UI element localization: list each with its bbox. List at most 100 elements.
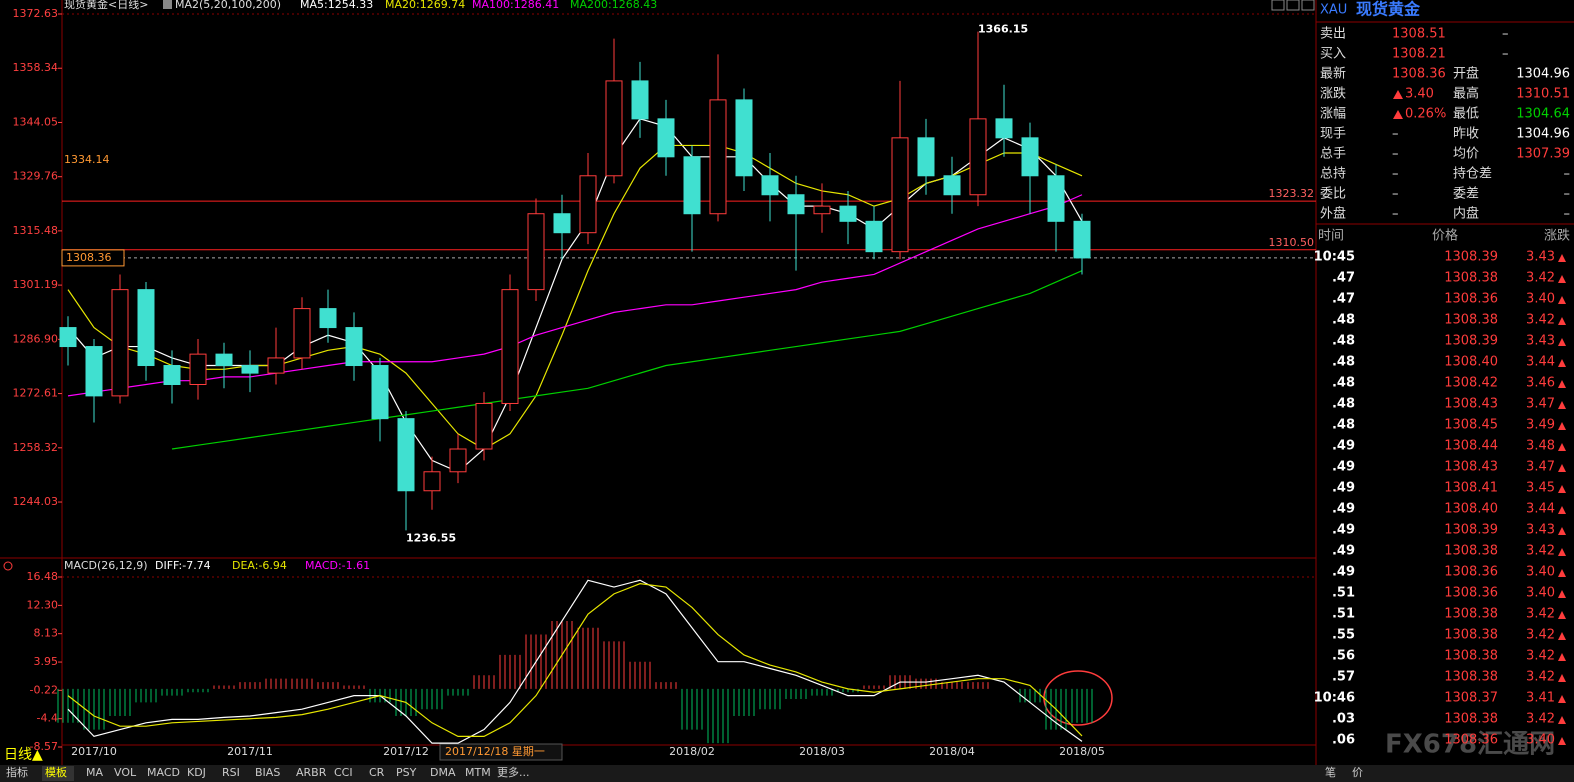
window-button[interactable] <box>1286 0 1300 11</box>
y-tick-label: -8.57 <box>30 740 58 753</box>
up-arrow <box>1558 674 1566 682</box>
ma20-label: MA20:1269.74 <box>385 0 465 11</box>
tick-time: .55 <box>1332 628 1355 643</box>
tick-change: 3.46 <box>1526 376 1555 391</box>
y-tick-label: 1329.76 <box>13 170 59 183</box>
candle-body <box>527 213 545 291</box>
tick-change: 3.42 <box>1526 649 1555 664</box>
toolbar-tab[interactable]: MTM <box>465 766 491 779</box>
toolbar-tab[interactable]: 指标 <box>6 765 28 779</box>
up-arrow <box>1558 422 1566 430</box>
tick-change: 3.42 <box>1526 670 1555 685</box>
candle-body <box>865 220 883 253</box>
last-price-box <box>61 249 125 267</box>
tick-price: 1308.43 <box>1444 397 1498 412</box>
candle-body <box>735 99 753 177</box>
y-tick-label: 1272.61 <box>13 387 59 400</box>
candle-body <box>267 357 285 374</box>
candle-body <box>137 289 155 367</box>
quote-label: 最低 <box>1453 107 1479 122</box>
toolbar-tab[interactable]: VOL <box>114 766 137 779</box>
toolbar-tab[interactable]: MACD <box>147 766 180 779</box>
tick-time: .48 <box>1332 313 1355 328</box>
quote-value: – <box>1502 47 1509 62</box>
candle-body <box>475 402 493 450</box>
candle-body <box>345 327 363 367</box>
y-tick-label: 1258.32 <box>13 441 59 454</box>
toolbar-tab[interactable]: RSI <box>222 766 240 779</box>
toolbar-tab-active <box>42 766 74 781</box>
candle-body <box>163 365 181 385</box>
tick-time: .51 <box>1332 607 1355 622</box>
quote-value: – <box>1392 207 1399 222</box>
toolbar-tab[interactable]: KDJ <box>187 766 206 779</box>
up-arrow <box>1558 464 1566 472</box>
period-label[interactable]: 日线▲ <box>4 747 43 763</box>
tick-change: 3.42 <box>1526 313 1555 328</box>
symbol-label: 现货黄金<日线> <box>64 0 148 11</box>
quote-value: 1308.21 <box>1392 47 1446 62</box>
window-button[interactable] <box>1271 0 1285 11</box>
macd-line <box>67 579 1083 744</box>
toolbar-tab[interactable]: CCI <box>334 766 353 779</box>
x-tick-label: 2017/12 <box>383 745 429 758</box>
tick-change: 3.42 <box>1526 544 1555 559</box>
up-arrow <box>1558 611 1566 619</box>
cursor-date-box <box>439 743 563 761</box>
candle-body <box>683 156 701 215</box>
candle-body <box>943 175 961 196</box>
watermark: FX678汇通网 <box>1385 730 1555 760</box>
candle-body <box>553 213 571 234</box>
ma5-label: MA5:1254.33 <box>300 0 373 11</box>
footer-tab[interactable]: 价 <box>1352 766 1363 779</box>
tick-time: .06 <box>1332 733 1355 748</box>
tick-change: 3.47 <box>1526 460 1555 475</box>
candle-body <box>605 80 623 177</box>
candle-body <box>1021 137 1039 177</box>
candle-body <box>111 289 129 397</box>
up-arrow <box>1558 485 1566 493</box>
x-tick-label: 2018/04 <box>929 745 975 758</box>
candle-body <box>215 353 233 367</box>
toolbar-tab[interactable]: DMA <box>430 766 456 779</box>
toolbar-tab[interactable]: MA <box>86 766 103 779</box>
quote-value: – <box>1392 187 1399 202</box>
quote-code: XAU <box>1320 3 1347 18</box>
ma-icon <box>163 0 172 9</box>
candle-body <box>319 308 337 329</box>
macd-set: MACD(26,12,9) <box>64 559 148 572</box>
toolbar-tab[interactable]: CR <box>369 766 385 779</box>
toolbar-tab[interactable]: 模板 <box>45 765 67 779</box>
candle-body <box>787 194 805 215</box>
toolbar-tab[interactable]: BIAS <box>255 766 280 779</box>
macd-label: MACD:-1.61 <box>305 559 370 572</box>
y-tick-label: 8.13 <box>34 627 59 640</box>
up-arrow <box>1558 695 1566 703</box>
x-tick-label: 2018/02 <box>669 745 715 758</box>
y-tick-label: 1358.34 <box>13 61 59 74</box>
quote-value: – <box>1392 167 1399 182</box>
window-button[interactable] <box>1301 0 1315 11</box>
quote-value: 1307.39 <box>1516 147 1570 162</box>
candle-body <box>371 365 389 420</box>
toolbar-tab[interactable]: PSY <box>396 766 417 779</box>
tick-change: 3.40 <box>1526 733 1555 748</box>
tick-time: .47 <box>1332 292 1355 307</box>
cursor-price: 1334.14 <box>64 153 110 166</box>
quote-value: 0.26% <box>1405 107 1446 122</box>
toolbar-tab[interactable]: ARBR <box>296 766 327 779</box>
y-tick-label: 1301.19 <box>13 278 59 291</box>
up-arrow <box>1558 632 1566 640</box>
tick-change: 3.40 <box>1526 292 1555 307</box>
quote-label: 涨幅 <box>1320 107 1346 122</box>
quote-panel: XAU 现货黄金 卖出 1308.51 – 买入 1308.21 – 最新 1308.36 开盘… <box>1314 0 1574 748</box>
toolbar-tab[interactable]: 更多... <box>497 765 530 779</box>
tick-price: 1308.41 <box>1444 481 1498 496</box>
pane-icon[interactable] <box>3 561 13 571</box>
toolbar <box>0 765 1574 782</box>
quote-label: 均价 <box>1453 147 1479 162</box>
footer-tab[interactable]: 笔 <box>1325 765 1336 779</box>
tick-time: .49 <box>1332 460 1355 475</box>
tick-price: 1308.39 <box>1444 250 1498 265</box>
